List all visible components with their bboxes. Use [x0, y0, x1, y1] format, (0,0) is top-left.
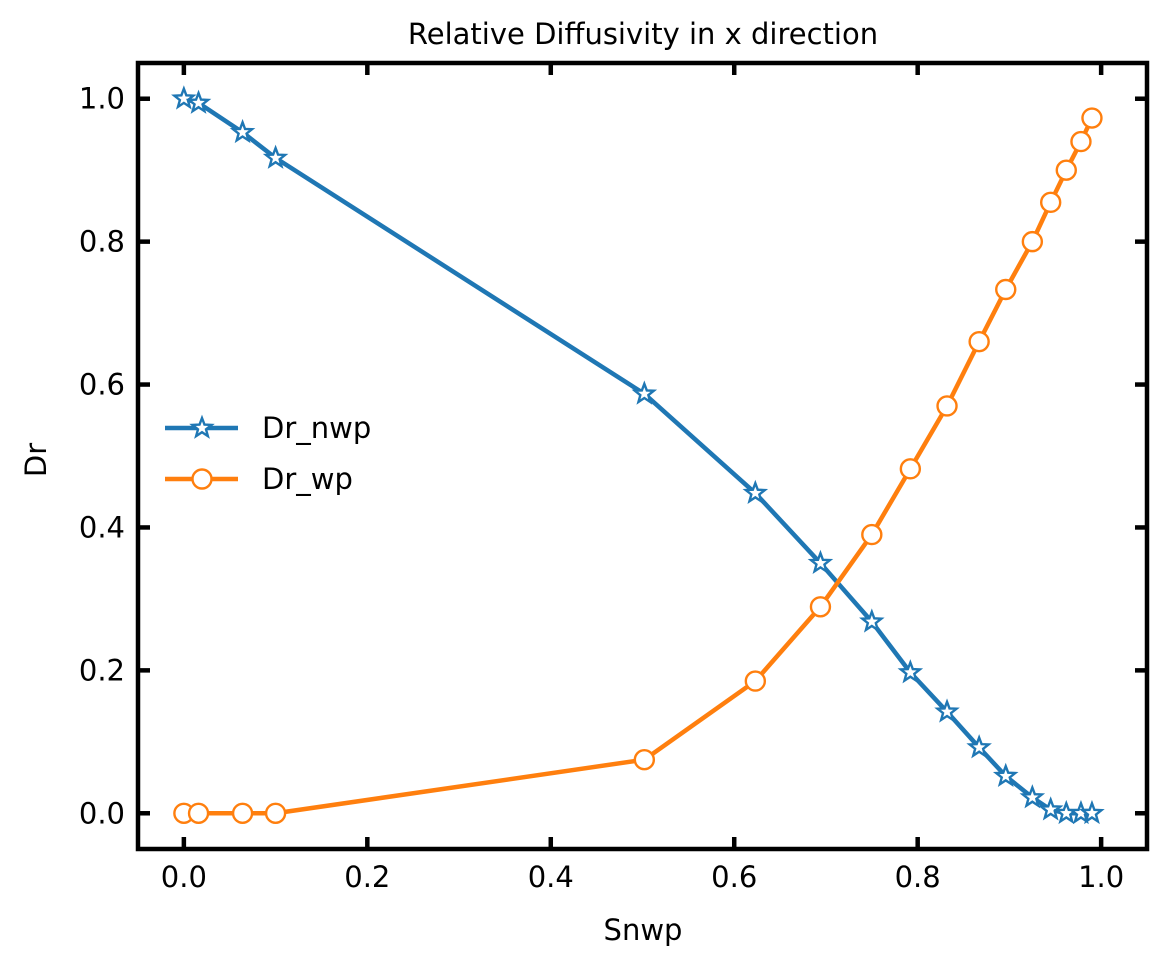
y-tick-label: 0.2: [79, 653, 125, 687]
data-point-dr-nwp: [1037, 796, 1064, 821]
plot-frame: [135, 60, 1150, 852]
data-point-dr-wp: [1021, 230, 1044, 253]
data-point-dr-wp: [1039, 191, 1062, 214]
legend-label-dr-wp: Dr_wp: [262, 462, 353, 496]
x-tick-label: 0.2: [344, 860, 390, 894]
y-tick-label: 0.8: [79, 225, 125, 259]
data-point-dr-nwp: [229, 118, 256, 144]
x-tick-label: 0.8: [895, 860, 941, 894]
data-point-dr-nwp: [631, 380, 658, 405]
series-layer: [171, 85, 1105, 825]
data-point-dr-nwp: [1079, 799, 1105, 825]
legend-label-dr-nwp: Dr_nwp: [262, 411, 371, 445]
chart-title: Relative Diffusivity in x direction: [408, 17, 878, 51]
x-axis-label: Snwp: [604, 913, 683, 947]
x-tick-label: 0.6: [711, 860, 757, 894]
y-tick-label: 0.0: [79, 796, 125, 830]
data-point-dr-nwp: [171, 85, 197, 110]
legend: Dr_nwp Dr_wp: [165, 411, 371, 496]
data-point-dr-nwp: [934, 698, 960, 723]
data-point-dr-wp: [861, 523, 883, 546]
data-point-dr-wp: [995, 278, 1017, 301]
data-point-dr-nwp: [742, 479, 769, 505]
data-point-dr-wp: [1055, 159, 1077, 181]
data-point-dr-nwp: [992, 762, 1019, 787]
data-point-dr-nwp: [807, 549, 834, 575]
legend-marker-dr-nwp: [189, 414, 215, 439]
data-point-dr-wp: [633, 748, 656, 771]
data-point-dr-nwp: [966, 734, 992, 759]
data-point-dr-nwp: [897, 659, 924, 684]
data-point-dr-nwp: [185, 89, 212, 114]
x-tick-label: 0.4: [528, 860, 574, 894]
data-point-dr-wp: [809, 596, 832, 618]
y-axis-label: Dr: [19, 443, 53, 477]
data-point-dr-wp: [968, 330, 990, 353]
legend-marker-dr-wp: [191, 468, 213, 490]
series-line-dr-nwp: [183, 96, 1092, 816]
data-point-dr-wp: [264, 802, 287, 824]
x-tick-label: 1.0: [1078, 860, 1124, 894]
data-point-dr-wp: [1081, 107, 1103, 129]
data-point-dr-nwp: [859, 608, 885, 633]
data-point-dr-wp: [187, 802, 210, 824]
x-tick-label: 0.0: [161, 860, 207, 894]
data-point-dr-nwp: [1019, 784, 1046, 809]
data-point-dr-wp: [936, 395, 958, 417]
tick-layer: 0.0 0.2 0.4 0.6 0.8 1.0 0.0 0.2 0.4 0.6 0.8 1.0: [79, 63, 1147, 894]
y-tick-label: 1.0: [79, 82, 125, 116]
data-point-dr-wp: [231, 802, 254, 824]
data-point-dr-wp: [744, 670, 767, 692]
y-tick-label: 0.4: [79, 510, 125, 544]
data-point-dr-wp: [899, 458, 922, 480]
data-point-dr-nwp: [262, 144, 289, 169]
data-point-dr-wp: [1070, 130, 1092, 153]
y-tick-label: 0.6: [79, 368, 125, 402]
